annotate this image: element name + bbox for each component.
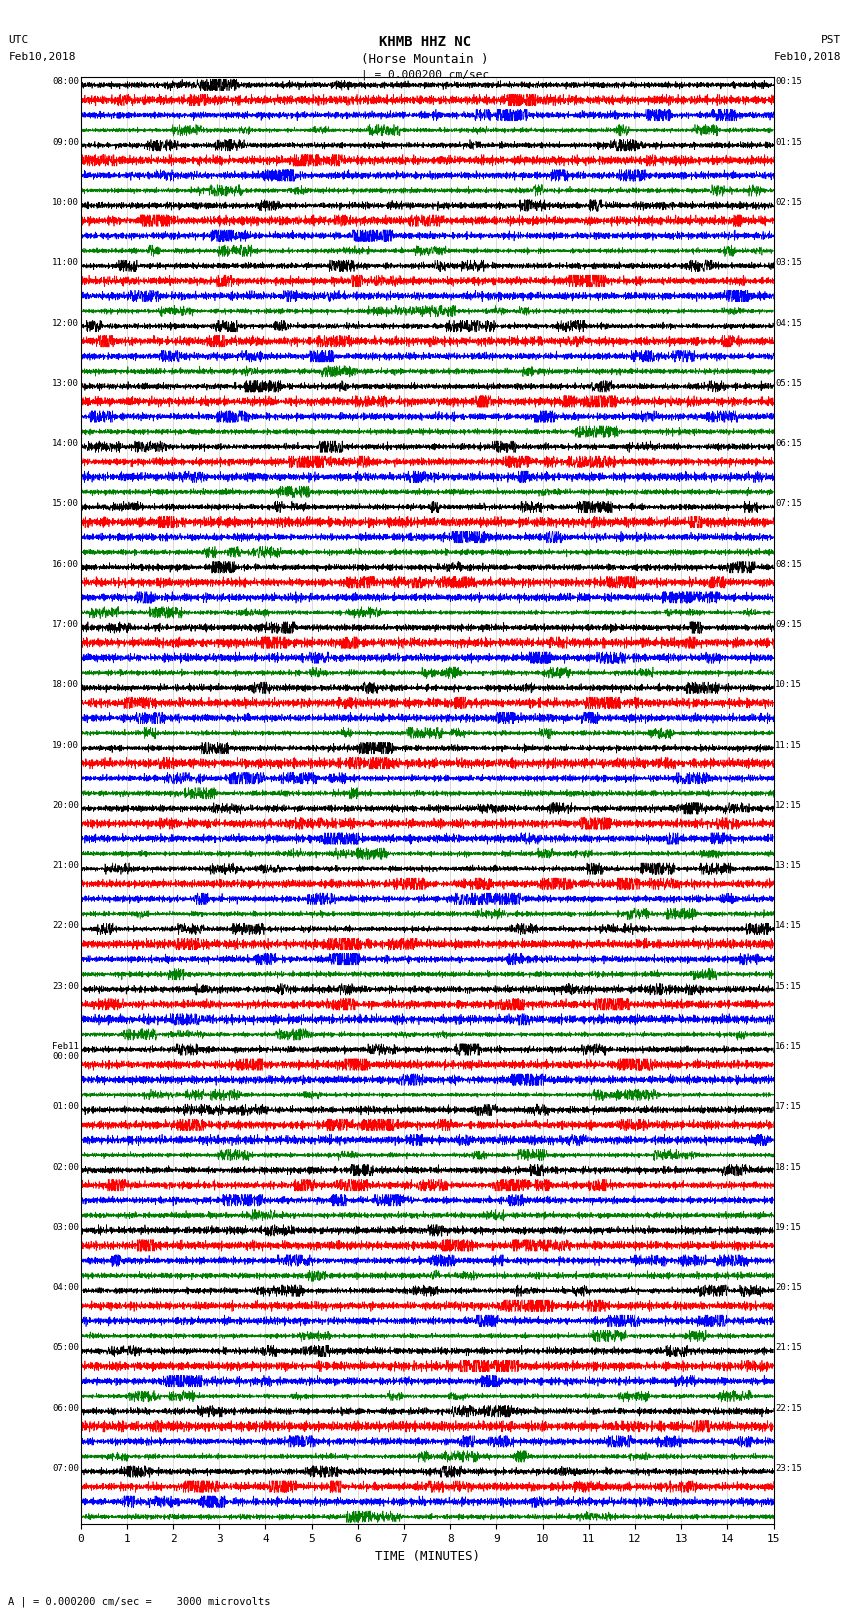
Text: 21:15: 21:15 <box>775 1344 802 1352</box>
Text: 03:00: 03:00 <box>52 1223 79 1232</box>
Text: PST: PST <box>821 35 842 45</box>
Text: Feb11
00:00: Feb11 00:00 <box>52 1042 79 1061</box>
Text: 19:15: 19:15 <box>775 1223 802 1232</box>
Text: 07:00: 07:00 <box>52 1465 79 1473</box>
Text: 10:00: 10:00 <box>52 198 79 206</box>
Text: 09:15: 09:15 <box>775 619 802 629</box>
Text: 10:15: 10:15 <box>775 681 802 689</box>
Text: 18:00: 18:00 <box>52 681 79 689</box>
Text: 12:00: 12:00 <box>52 319 79 327</box>
Text: 11:15: 11:15 <box>775 740 802 750</box>
Text: 11:00: 11:00 <box>52 258 79 268</box>
Text: 02:00: 02:00 <box>52 1163 79 1171</box>
Text: 05:15: 05:15 <box>775 379 802 387</box>
Text: 15:00: 15:00 <box>52 500 79 508</box>
Text: 06:00: 06:00 <box>52 1403 79 1413</box>
Text: 04:00: 04:00 <box>52 1284 79 1292</box>
Text: (Horse Mountain ): (Horse Mountain ) <box>361 53 489 66</box>
X-axis label: TIME (MINUTES): TIME (MINUTES) <box>375 1550 479 1563</box>
Text: 08:00: 08:00 <box>52 77 79 87</box>
Text: 13:00: 13:00 <box>52 379 79 387</box>
Text: UTC: UTC <box>8 35 29 45</box>
Text: 07:15: 07:15 <box>775 500 802 508</box>
Text: 13:15: 13:15 <box>775 861 802 869</box>
Text: 20:00: 20:00 <box>52 802 79 810</box>
Text: 05:00: 05:00 <box>52 1344 79 1352</box>
Text: A | = 0.000200 cm/sec =    3000 microvolts: A | = 0.000200 cm/sec = 3000 microvolts <box>8 1595 271 1607</box>
Text: 17:15: 17:15 <box>775 1102 802 1111</box>
Text: KHMB HHZ NC: KHMB HHZ NC <box>379 35 471 50</box>
Text: 20:15: 20:15 <box>775 1284 802 1292</box>
Text: Feb10,2018: Feb10,2018 <box>774 52 842 61</box>
Text: 08:15: 08:15 <box>775 560 802 569</box>
Text: 01:15: 01:15 <box>775 137 802 147</box>
Text: 23:15: 23:15 <box>775 1465 802 1473</box>
Text: 17:00: 17:00 <box>52 619 79 629</box>
Text: 03:15: 03:15 <box>775 258 802 268</box>
Text: 00:15: 00:15 <box>775 77 802 87</box>
Text: 06:15: 06:15 <box>775 439 802 448</box>
Text: 22:15: 22:15 <box>775 1403 802 1413</box>
Text: 12:15: 12:15 <box>775 802 802 810</box>
Text: Feb10,2018: Feb10,2018 <box>8 52 76 61</box>
Text: 18:15: 18:15 <box>775 1163 802 1171</box>
Text: 01:00: 01:00 <box>52 1102 79 1111</box>
Text: | = 0.000200 cm/sec: | = 0.000200 cm/sec <box>361 69 489 81</box>
Text: 19:00: 19:00 <box>52 740 79 750</box>
Text: 16:00: 16:00 <box>52 560 79 569</box>
Text: 14:15: 14:15 <box>775 921 802 931</box>
Text: 22:00: 22:00 <box>52 921 79 931</box>
Text: 16:15: 16:15 <box>775 1042 802 1052</box>
Text: 21:00: 21:00 <box>52 861 79 869</box>
Text: 02:15: 02:15 <box>775 198 802 206</box>
Text: 14:00: 14:00 <box>52 439 79 448</box>
Text: 09:00: 09:00 <box>52 137 79 147</box>
Text: 04:15: 04:15 <box>775 319 802 327</box>
Text: 23:00: 23:00 <box>52 982 79 990</box>
Text: 15:15: 15:15 <box>775 982 802 990</box>
